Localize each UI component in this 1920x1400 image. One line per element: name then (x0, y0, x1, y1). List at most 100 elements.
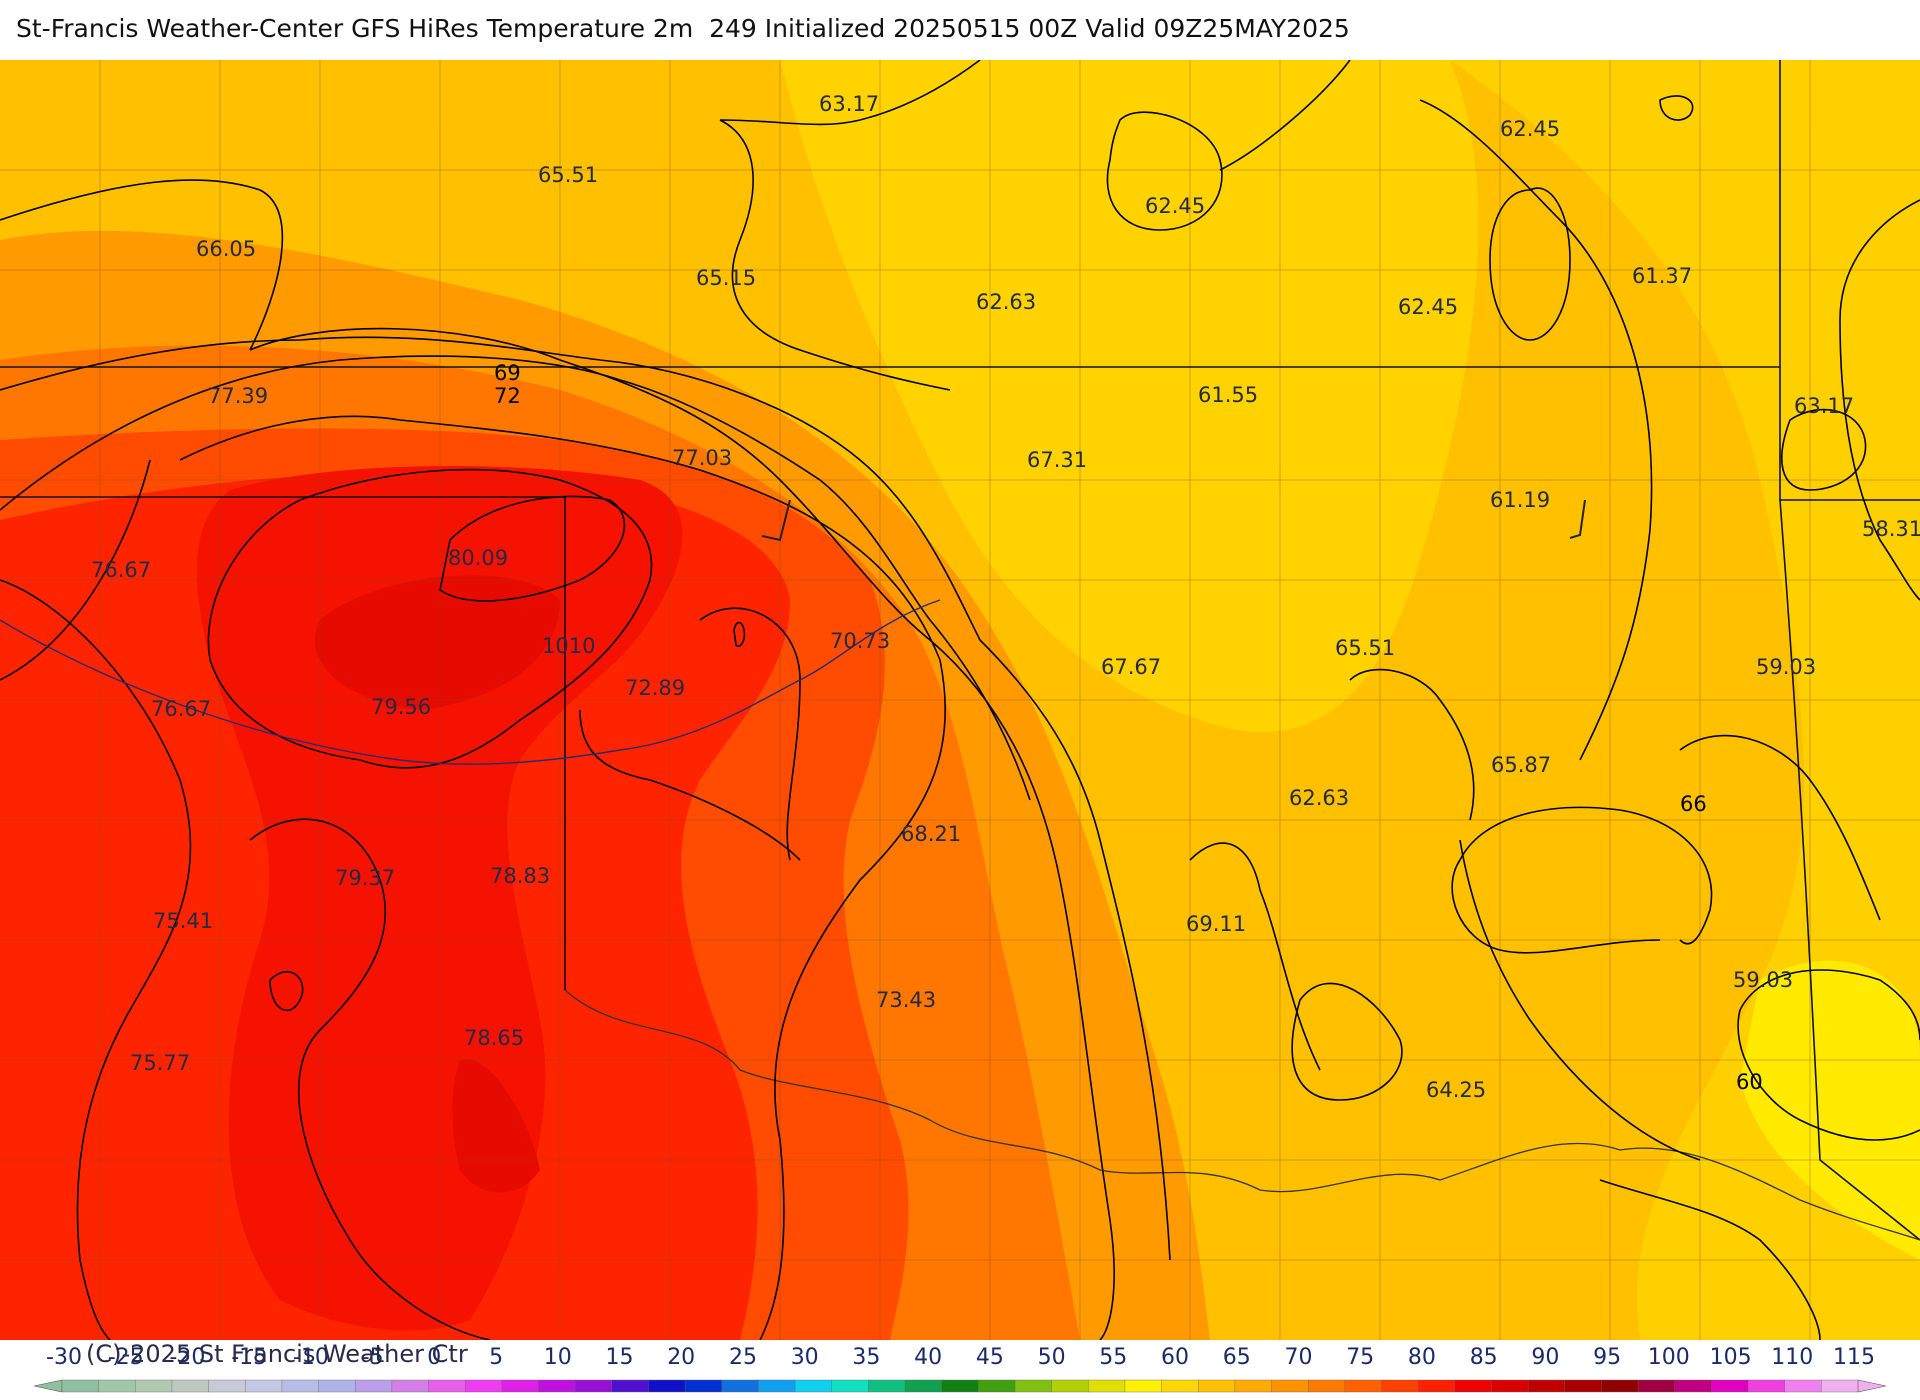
legend-swatch (1417, 1379, 1456, 1393)
county-boundaries (0, 60, 1920, 1340)
temp-label: 67.31 (1027, 448, 1087, 472)
legend-swatch (538, 1379, 576, 1393)
state-boundaries (0, 60, 1920, 1241)
legend-swatch (281, 1379, 320, 1393)
legend-swatch (1381, 1379, 1419, 1393)
legend-tick-label: 25 (729, 1345, 757, 1370)
temperature-labels: 63.17 62.45 65.51 62.45 66.05 65.15 62.6… (91, 92, 1920, 1102)
contour-label: 69 (494, 361, 521, 385)
legend-swatch (61, 1379, 100, 1393)
legend-color-bar (33, 1379, 1887, 1393)
temp-label: 65.15 (696, 266, 756, 290)
legend-swatch (648, 1379, 686, 1393)
legend-swatch (98, 1379, 137, 1393)
temp-label: 72.89 (625, 676, 685, 700)
temp-zone-southeast-yellow (1740, 960, 1920, 1260)
legend-swatch (758, 1379, 796, 1393)
legend-swatch (941, 1379, 980, 1393)
temp-label: 62.45 (1145, 194, 1205, 218)
legend-swatch (1784, 1379, 1823, 1393)
legend-swatch (171, 1379, 210, 1393)
legend-tick-label: 80 (1408, 1345, 1436, 1370)
temp-label: 78.65 (464, 1026, 524, 1050)
legend-tick-label: 50 (1038, 1345, 1066, 1370)
legend-swatch (1601, 1379, 1639, 1393)
legend-swatch (1271, 1379, 1309, 1393)
contour-label: 66 (1680, 792, 1707, 816)
legend-swatch (1344, 1379, 1383, 1393)
temp-label: 58.31 (1862, 517, 1920, 541)
legend-swatch (1821, 1379, 1859, 1393)
legend-tick-label: 85 (1470, 1345, 1498, 1370)
temp-label: 64.25 (1426, 1078, 1486, 1102)
temp-label: 75.41 (153, 909, 213, 933)
temp-label: 68.21 (901, 822, 961, 846)
legend-tick-label: 90 (1531, 1345, 1559, 1370)
legend-swatch (1161, 1379, 1199, 1393)
copyright-notice: (C)-2025 St Francis Weather Ctr (86, 1340, 468, 1368)
legend-tick-label: 30 (791, 1345, 819, 1370)
legend-tick-label: 5 (489, 1345, 503, 1370)
legend-swatch (1234, 1379, 1273, 1393)
isobar-1010 (0, 599, 941, 765)
legend-swatch (794, 1379, 833, 1393)
temp-label: 76.67 (151, 697, 211, 721)
temp-label: 62.63 (976, 290, 1036, 314)
legend-swatch (1307, 1379, 1346, 1393)
temp-label: 70.73 (830, 629, 890, 653)
legend-tick-label: -10 (293, 1345, 329, 1370)
legend-swatch (1637, 1379, 1676, 1393)
legend-tick-label: 105 (1710, 1345, 1752, 1370)
legend-swatch (1527, 1379, 1566, 1393)
legend-swatch (391, 1379, 430, 1393)
legend-tick-label: 60 (1161, 1345, 1189, 1370)
legend-tick-label: 15 (606, 1345, 634, 1370)
legend-swatch (464, 1379, 503, 1393)
wind-barb (1569, 499, 1586, 539)
temp-label: 77.39 (208, 384, 268, 408)
legend-swatch (245, 1379, 283, 1393)
temp-label: 65.51 (538, 163, 598, 187)
temp-label: 75.77 (130, 1051, 190, 1075)
temp-label: 66.05 (196, 237, 256, 261)
temperature-legend: -30 -25 -20 -15 -10 -5 0 5 10 15 20 25 30 35 40 45 50 55 6… (33, 1345, 1887, 1393)
temp-label: 78.83 (490, 864, 550, 888)
contour-label: 60 (1736, 1070, 1763, 1094)
temp-zone-max (314, 575, 560, 710)
temp-label: 65.87 (1491, 753, 1551, 777)
legend-swatch (684, 1379, 723, 1393)
temp-label: 61.19 (1490, 488, 1550, 512)
legend-swatch (501, 1379, 540, 1393)
legend-swatch (428, 1379, 466, 1393)
legend-tick-label: 110 (1771, 1345, 1813, 1370)
temp-label: 79.37 (335, 866, 395, 890)
temp-label: 67.67 (1101, 655, 1161, 679)
legend-tick-label: 35 (852, 1345, 880, 1370)
legend-tick-label: 75 (1346, 1345, 1374, 1370)
legend-tick-label: 20 (667, 1345, 695, 1370)
legend-tick-label: 10 (544, 1345, 572, 1370)
temp-label: 62.45 (1398, 295, 1458, 319)
temp-label: 59.03 (1733, 968, 1793, 992)
legend-tick-label: 65 (1223, 1345, 1251, 1370)
temp-label: 63.17 (819, 92, 879, 116)
legend-swatch (1088, 1379, 1126, 1393)
legend-swatch (355, 1379, 393, 1393)
legend-swatch (904, 1379, 943, 1393)
legend-swatch (721, 1379, 760, 1393)
legend-swatch (1674, 1379, 1713, 1393)
legend-swatch (1051, 1379, 1089, 1393)
temp-zone-hot-core (196, 466, 683, 1331)
legend-swatch (1564, 1379, 1603, 1393)
legend-tick-label: -20 (169, 1345, 205, 1370)
legend-swatch (318, 1379, 356, 1393)
temp-label: 73.43 (876, 988, 936, 1012)
legend-swatch (611, 1379, 650, 1393)
legend-tick-label: 55 (1099, 1345, 1127, 1370)
legend-swatch (574, 1379, 613, 1393)
legend-swatch (1491, 1379, 1529, 1393)
legend-tick-labels: -30 -25 -20 -15 -10 -5 0 5 10 15 20 25 30 35 40 45 50 55 6… (46, 1345, 1875, 1370)
legend-swatch (1198, 1379, 1236, 1393)
temp-label: 77.03 (672, 446, 732, 470)
legend-swatch (208, 1379, 246, 1393)
